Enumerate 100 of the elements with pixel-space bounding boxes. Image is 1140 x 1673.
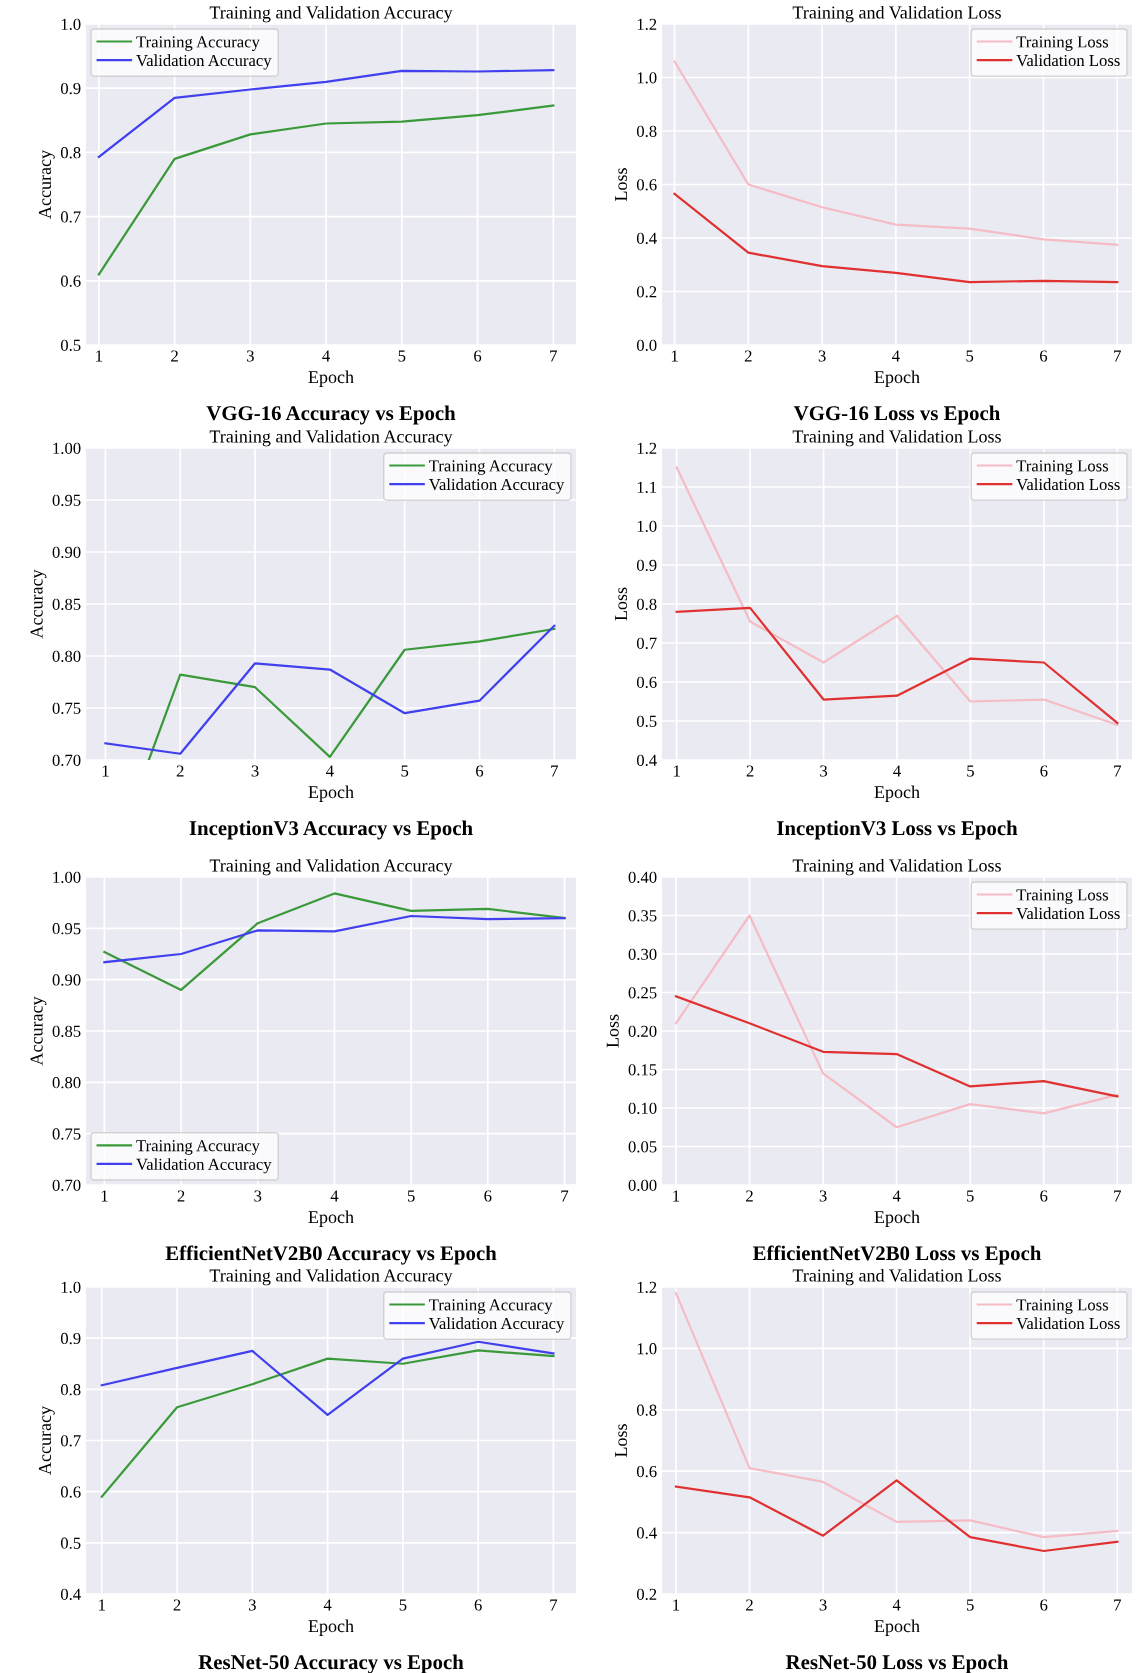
x-axis-title: Epoch [308,1210,354,1227]
y-tick-label: 1.0 [61,1281,81,1294]
x-tick-label: 7 [1114,350,1121,362]
x-tick-label: 3 [818,350,826,362]
x-tick-label: 6 [484,1190,492,1202]
x-tick-label: 5 [966,1599,974,1611]
x-tick-label: 4 [323,1599,332,1611]
x-axis-title: Epoch [308,370,354,387]
legend-label: Validation Accuracy [428,1317,565,1333]
x-tick-label: 1 [101,1190,108,1202]
x-tick-label: 2 [746,1190,753,1202]
chart-title: Training and Validation Loss [792,429,1001,447]
x-tick-label: 3 [246,350,254,362]
y-tick-label: 0.0 [636,339,657,352]
x-tick-label: 6 [474,1599,482,1611]
y-tick-label: 0.8 [636,125,657,138]
y-tick-label: 0.05 [628,1141,657,1153]
y-tick-label: 0.4 [636,232,657,245]
y-tick-label: 1.0 [637,520,657,533]
y-tick-label: 0.70 [52,754,81,767]
x-tick-label: 5 [407,1190,415,1202]
y-axis-title: Loss [606,1014,619,1048]
x-tick-label: 5 [967,765,974,777]
legend-label: Training Loss [1016,1299,1109,1314]
x-axis-title: Epoch [874,785,920,802]
x-tick-label: 7 [1114,1190,1121,1202]
x-tick-label: 3 [248,1599,256,1611]
line-series [674,1292,1119,1539]
y-tick-label: 0.40 [628,871,657,884]
y-tick-label: 0.9 [636,559,657,572]
legend-label: Validation Loss [1016,1317,1120,1330]
legend-label: Validation Loss [1016,907,1120,920]
y-tick-label: 0.7 [60,211,81,223]
x-tick-label: 4 [892,1190,901,1202]
y-tick-label: 0.85 [52,598,81,611]
legend-label: Training Accuracy [429,460,553,475]
y-tick-label: 0.4 [60,1588,81,1601]
x-tick-label: 7 [1114,765,1121,777]
y-axis-title: Accuracy [38,149,55,219]
y-tick-label: 1.00 [53,442,81,455]
y-tick-label: 0.6 [636,676,657,689]
x-axis-title: Epoch [874,1619,920,1636]
x-tick-label: 6 [1040,765,1048,777]
y-tick-label: 0.90 [52,546,81,559]
y-axis-title: Loss [615,168,628,202]
legend-label: Validation Accuracy [428,478,565,494]
x-tick-label: 2 [746,765,754,777]
y-tick-label: 1.0 [637,72,657,84]
x-tick-label: 6 [1040,1190,1048,1202]
y-tick-label: 0.80 [52,650,81,663]
x-tick-label: 4 [893,765,901,777]
x-tick-label: 5 [966,350,974,362]
x-tick-label: 1 [99,1599,105,1611]
x-axis-title: Epoch [308,1619,354,1636]
x-tick-label: 3 [819,1190,827,1202]
x-tick-label: 7 [550,1599,558,1611]
text: VGG-16 Loss vs Epoch [793,405,1000,425]
text: ResNet-50 Loss vs Epoch [785,1654,1009,1673]
y-tick-label: 0.25 [628,987,657,999]
x-tick-label: 2 [746,1599,753,1611]
text: EfficientNetV2B0 Loss vs Epoch [752,1245,1042,1265]
y-tick-label: 0.8 [636,598,657,611]
x-tick-label: 1 [673,1190,680,1202]
x-tick-label: 7 [1114,1599,1121,1611]
y-tick-label: 0.7 [60,1435,81,1447]
x-tick-label: 1 [673,765,680,777]
line-series [674,1479,1119,1553]
y-tick-label: 0.2 [636,1588,657,1601]
y-tick-label: 0.6 [636,1465,657,1478]
line-series [675,606,1119,725]
x-tick-label: 2 [744,350,752,362]
y-tick-label: 0.5 [636,715,657,728]
legend-label: Validation Accuracy [136,54,272,70]
x-tick-label: 3 [819,1599,827,1611]
y-axis-title: Loss [615,1424,628,1458]
y-tick-label: 0.8 [636,1404,657,1416]
legend-label: Validation Accuracy [136,1158,272,1174]
y-tick-label: 0.85 [52,1025,81,1038]
chart-title: Training and Validation Loss [792,1268,1001,1286]
x-tick-label: 2 [177,1190,185,1202]
y-axis-title: Loss [615,587,628,621]
y-tick-label: 0.6 [636,179,657,191]
x-tick-label: 3 [254,1190,262,1202]
y-tick-label: 0.7 [636,637,657,650]
y-tick-label: 0.4 [636,754,657,767]
y-axis-title: Accuracy [30,996,47,1066]
y-axis-title: Accuracy [30,569,47,639]
line-series [97,69,555,158]
y-tick-label: 1.2 [637,18,657,31]
x-axis-title: Epoch [874,370,920,387]
line-series [673,192,1119,284]
y-tick-label: 0.8 [60,147,81,159]
x-tick-label: 2 [173,1599,181,1611]
y-tick-label: 0.00 [628,1179,657,1192]
line-series [103,914,566,964]
y-axis-title: Accuracy [38,1405,55,1475]
y-tick-label: 0.15 [628,1064,657,1076]
chart-title: Training and Validation Accuracy [209,429,453,447]
text: InceptionV3 Loss vs Epoch [777,820,1018,840]
chart-title: Training and Validation Accuracy [209,5,453,23]
